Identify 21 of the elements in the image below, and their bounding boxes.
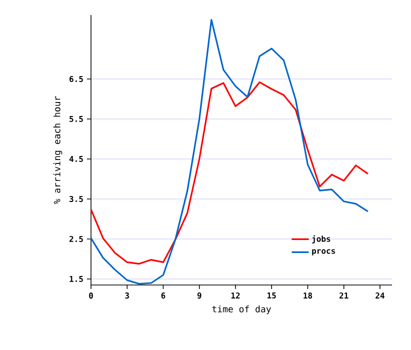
x-tick-label: 0 (89, 292, 93, 299)
y-tick-label: 4.5 (69, 156, 83, 162)
y-tick-label: 2.5 (69, 236, 83, 242)
y-tick-label: 5.5 (70, 116, 83, 122)
y-tick-label: 3.5 (70, 196, 83, 202)
y-tick-label: 1.5 (70, 276, 83, 282)
x-tick-label: 18 (304, 292, 312, 299)
legend-label: procs (312, 249, 335, 256)
x-tick-label: 9 (197, 292, 202, 299)
line-series (90, 18, 369, 285)
x-tick-label: 24 (376, 292, 384, 298)
y-axis-title: % arriving each hour (53, 96, 62, 204)
x-tick-label: 15 (268, 292, 276, 298)
y-tick-label: 6.5 (70, 76, 83, 82)
x-tick-label: 21 (339, 292, 348, 298)
line-series (90, 81, 369, 265)
x-tick-label: 6 (161, 292, 166, 299)
x-tick-label: 12 (231, 292, 240, 298)
x-tick-label: 3 (125, 292, 130, 299)
x-axis-title: time of day (212, 305, 271, 314)
legend-label: jobs (312, 235, 330, 244)
